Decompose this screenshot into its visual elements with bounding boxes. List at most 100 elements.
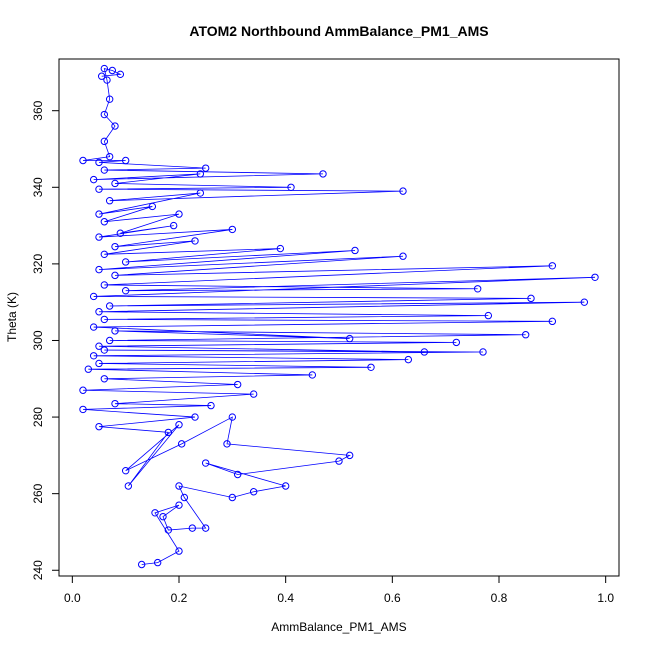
data-point [201, 524, 210, 532]
x-tick-label: 0.4 [277, 591, 294, 605]
y-tick-label: 320 [31, 254, 45, 274]
data-point [207, 401, 215, 410]
data-point [233, 470, 242, 479]
data-point [548, 317, 557, 326]
data-point [177, 440, 186, 448]
data-point [335, 457, 343, 465]
data-point [111, 399, 119, 408]
data-point [591, 273, 599, 281]
data-point [100, 110, 109, 119]
data-point [121, 258, 130, 266]
data-point [116, 229, 125, 237]
data-point [79, 386, 87, 394]
x-tick-label: 0.2 [171, 591, 188, 605]
y-tick-label: 360 [31, 100, 45, 120]
data-point [281, 482, 290, 490]
data-point [319, 170, 327, 178]
data-point [527, 294, 535, 303]
data-point [484, 311, 493, 320]
y-tick-label: 340 [31, 177, 45, 197]
data-point [100, 250, 109, 259]
data-point [201, 164, 210, 172]
data-point [228, 413, 237, 421]
data-point [345, 334, 354, 343]
data-point [452, 338, 461, 347]
data-point [188, 524, 197, 532]
data-point [121, 156, 130, 165]
data-point [180, 493, 189, 502]
data-point [399, 252, 407, 260]
y-tick-label: 240 [31, 560, 45, 580]
data-point [79, 156, 87, 165]
data-point [105, 336, 114, 345]
data-point [175, 547, 183, 555]
data-point [95, 265, 103, 274]
data-point [108, 66, 117, 75]
data-point [116, 70, 125, 79]
x-axis: 0.0 0.2 0.4 0.6 0.8 1.0 [64, 575, 614, 605]
plot-frame [58, 58, 620, 577]
data-point [111, 271, 119, 280]
data-point [100, 166, 109, 174]
data-point [97, 72, 106, 80]
data-point [169, 221, 178, 230]
chart-title: ATOM2 Northbound AmmBalance_PM1_AMS [189, 23, 488, 39]
data-point [287, 183, 295, 191]
data-point [196, 170, 205, 178]
data-point [95, 185, 103, 193]
data-point [345, 451, 354, 460]
data-point [89, 175, 98, 184]
series-line [82, 68, 596, 565]
data-point [89, 323, 98, 331]
data-point [153, 558, 162, 567]
data-point [100, 281, 109, 289]
x-tick-label: 0.0 [64, 591, 81, 605]
data-point [521, 331, 530, 339]
series-layer [79, 64, 599, 569]
data-point [100, 346, 109, 354]
data-point [191, 413, 199, 421]
data-point [111, 242, 119, 251]
data-point [79, 405, 87, 414]
data-point [111, 122, 119, 130]
data-point [201, 459, 210, 467]
x-tick-label: 0.6 [384, 591, 401, 605]
data-point [100, 64, 109, 73]
data-point [196, 189, 205, 197]
data-point [159, 512, 167, 521]
y-axis: 240 260 280 300 320 340 360 [31, 100, 60, 580]
chart-title-text: ATOM2 Northbound AmmBalance_PM1_AMS [189, 23, 488, 39]
data-point [228, 225, 237, 234]
data-point [100, 375, 109, 383]
data-point [105, 302, 114, 310]
data-point [228, 493, 237, 502]
data-point [191, 237, 199, 245]
data-point [111, 179, 119, 188]
data-point [479, 348, 487, 356]
data-point [175, 210, 183, 218]
data-point [95, 158, 103, 167]
data-point [164, 526, 173, 534]
data-point [121, 286, 130, 295]
data-point [233, 380, 242, 389]
data-point [89, 292, 98, 301]
data-point [95, 359, 103, 368]
data-point [148, 202, 157, 211]
data-point [111, 327, 119, 335]
data-point [548, 262, 557, 270]
data-point [95, 233, 103, 241]
data-point [100, 218, 109, 226]
data-point [103, 76, 111, 84]
data-point [249, 488, 258, 496]
data-point [404, 355, 413, 364]
data-point [105, 152, 114, 161]
data-point [105, 95, 114, 103]
data-point [100, 315, 109, 324]
y-axis-label: Theta (K) [5, 292, 19, 342]
data-point [351, 246, 359, 255]
data-point [175, 501, 183, 509]
y-tick-label: 280 [31, 407, 45, 427]
data-point [89, 352, 98, 360]
